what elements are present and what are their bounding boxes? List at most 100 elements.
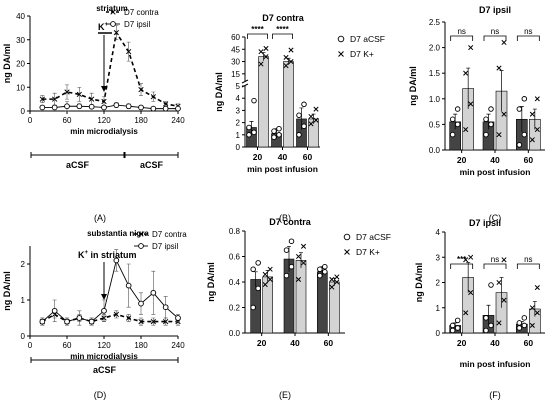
data-point [521, 322, 528, 329]
data-point [334, 274, 340, 280]
data-point [496, 65, 502, 71]
data-point [126, 48, 132, 55]
data-point [64, 103, 70, 110]
data-point [449, 131, 456, 138]
data-point [271, 128, 277, 134]
axis-break [241, 83, 249, 88]
data-point [138, 86, 144, 93]
data-point [468, 45, 474, 51]
error-bar [253, 271, 258, 288]
series-line [42, 259, 179, 323]
data-point [300, 260, 307, 266]
data-point [288, 238, 295, 244]
panel-caption: (C) [489, 213, 502, 223]
data-point [250, 304, 256, 311]
y-tick-label: 2.5 [429, 18, 441, 27]
phase-timeline: aCSF aCSF [30, 152, 179, 170]
significance-label: ns [457, 27, 465, 36]
data-point [496, 279, 502, 286]
y-tick-label: 45 [231, 45, 240, 54]
data-point [163, 101, 169, 107]
panel-caption: (F) [489, 390, 501, 400]
data-point [175, 105, 181, 112]
y-tick-label: 4 [236, 94, 241, 103]
legend: D7 aCSF D7 K+ [337, 34, 385, 59]
data-point [529, 137, 535, 143]
y-tick-label: 2.0 [429, 44, 441, 53]
data-point [258, 61, 264, 67]
data-point [113, 29, 119, 36]
y-tick-label: 0 [21, 332, 26, 341]
significance-bracket [247, 33, 268, 39]
data-point [468, 254, 474, 260]
y-axis-label: ng DA/ml [206, 262, 216, 302]
significance-label: **** [251, 25, 264, 34]
data-point [113, 102, 120, 108]
data-point [39, 104, 46, 111]
data-point [529, 305, 535, 311]
x-tick-label: 40 [290, 338, 300, 348]
data-point [501, 111, 507, 117]
phase-label: aCSF [93, 365, 117, 375]
error-bar [499, 70, 504, 112]
y-tick-label: 0 [436, 329, 441, 338]
x-axis-label: min post infusion [460, 359, 531, 369]
y-tick-label: 0.8 [229, 227, 241, 236]
data-point [162, 304, 169, 311]
data-point [88, 103, 95, 110]
y-tick-label: 20 [16, 60, 25, 69]
data-point [313, 106, 319, 112]
y-tick-label: 0.5 [429, 120, 441, 129]
data-point [454, 106, 461, 112]
data-point [483, 131, 489, 138]
data-point [101, 104, 107, 111]
series-line [41, 313, 178, 323]
legend-marker [138, 231, 144, 237]
error-bar [466, 261, 471, 293]
data-point [296, 112, 302, 119]
x-tick-label: 60 [63, 116, 72, 125]
x-axis-label: min microdialysis [70, 352, 138, 361]
data-point [113, 257, 120, 264]
significance-bracket [272, 33, 293, 39]
data-point [313, 117, 319, 123]
series-line [42, 104, 178, 110]
data-point [39, 318, 46, 325]
chart-title: D7 ipsil [469, 218, 501, 228]
data-point [521, 131, 528, 138]
legend-marker [138, 243, 144, 249]
data-point [488, 322, 494, 329]
data-point [496, 132, 502, 138]
significance-bracket [450, 35, 474, 41]
annotation: substantia nigra [87, 229, 149, 238]
data-point [308, 121, 314, 127]
y-tick-label: 2 [436, 279, 441, 288]
data-point [283, 272, 290, 279]
data-point [454, 121, 461, 128]
y-axis-label: ng DA/ml [214, 72, 224, 112]
series-d7-contra [39, 310, 181, 326]
legend-label: D7 ipsil [124, 20, 150, 29]
y-tick-label: 1 [236, 131, 241, 140]
data-point [308, 113, 314, 120]
data-point [258, 49, 264, 55]
axis-break [241, 79, 249, 84]
y-tick-label: 0 [236, 143, 241, 152]
panel-caption: (D) [94, 390, 107, 400]
data-point [301, 101, 307, 108]
data-point [162, 105, 169, 112]
error-bar [311, 113, 316, 124]
data-point [39, 96, 45, 102]
y-tick-label: 15 [231, 70, 240, 79]
stimulus-superscript: + [85, 250, 89, 256]
data-point [283, 54, 289, 61]
stimulus-label: K+ in striatum [78, 250, 137, 260]
data-point [463, 126, 469, 133]
data-point [251, 129, 257, 136]
panel-caption: (B) [279, 213, 291, 223]
x-tick-label: 120 [97, 116, 111, 125]
significance-bracket [516, 35, 540, 41]
data-point [483, 327, 489, 334]
